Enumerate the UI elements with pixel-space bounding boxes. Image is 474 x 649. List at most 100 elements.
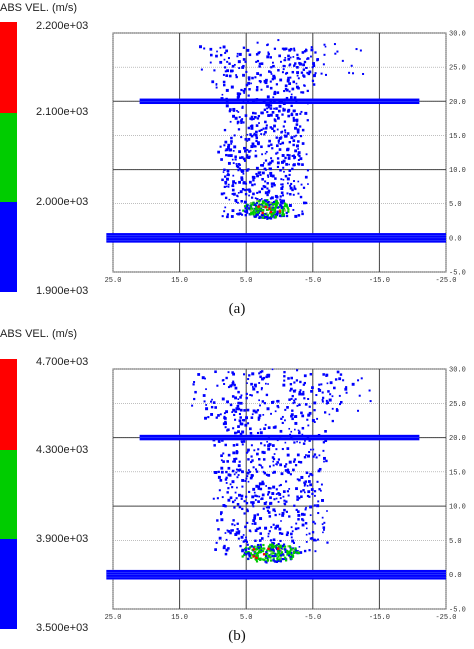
debris-particle: [322, 526, 326, 529]
debris-particle: [292, 118, 296, 122]
debris-particle: [335, 408, 338, 411]
high-speed-particle: [251, 554, 254, 557]
debris-particle: [261, 377, 264, 381]
debris-particle: [227, 183, 230, 186]
high-speed-particle: [260, 205, 263, 208]
debris-particle: [295, 118, 299, 122]
debris-particle: [237, 401, 241, 405]
debris-particle: [232, 380, 235, 383]
debris-particle: [267, 486, 271, 490]
debris-particle: [247, 458, 250, 461]
debris-particle: [302, 74, 305, 77]
debris-particle: [284, 408, 287, 411]
high-speed-particle: [264, 212, 267, 216]
debris-particle: [357, 379, 360, 382]
high-speed-particle: [267, 200, 270, 204]
debris-particle: [271, 61, 274, 64]
debris-particle: [302, 63, 305, 67]
high-speed-particle: [278, 554, 281, 557]
debris-particle: [279, 78, 283, 82]
debris-particle: [250, 118, 253, 121]
debris-particle: [265, 501, 268, 503]
debris-particle: [260, 164, 263, 167]
debris-particle: [234, 533, 238, 536]
debris-particle: [246, 48, 250, 52]
debris-particle: [286, 132, 290, 135]
debris-particle: [259, 73, 262, 77]
debris-particle: [235, 443, 239, 446]
debris-particle: [352, 72, 355, 75]
debris-particle: [256, 495, 259, 498]
high-speed-particle: [278, 205, 281, 209]
debris-particle: [238, 92, 241, 96]
high-speed-particle: [263, 201, 266, 204]
debris-particle: [246, 408, 250, 412]
debris-particle: [271, 444, 275, 447]
debris-particle: [312, 83, 316, 86]
debris-particle: [239, 544, 242, 548]
debris-particle: [290, 413, 294, 417]
debris-particle: [303, 483, 307, 486]
debris-particle: [269, 539, 273, 542]
debris-particle: [227, 57, 230, 60]
debris-particle: [294, 398, 297, 401]
debris-particle: [288, 154, 291, 157]
debris-particle: [292, 468, 295, 472]
colorbar: [0, 22, 17, 292]
debris-particle: [291, 530, 294, 533]
debris-particle: [248, 194, 250, 197]
debris-particle: [251, 76, 254, 80]
debris-particle: [207, 416, 210, 419]
debris-particle: [350, 64, 353, 67]
debris-particle: [333, 43, 336, 46]
debris-particle: [360, 377, 363, 380]
debris-particle: [227, 466, 231, 470]
debris-particle: [278, 493, 282, 496]
debris-particle: [219, 479, 223, 482]
colorbar-label: 3.500e+03: [36, 622, 89, 634]
debris-particle: [235, 451, 239, 455]
debris-particle: [231, 184, 234, 188]
high-speed-particle: [260, 203, 264, 206]
debris-particle: [280, 520, 282, 522]
debris-particle: [240, 178, 244, 181]
debris-particle: [226, 491, 229, 494]
debris-particle: [294, 415, 298, 418]
debris-particle: [309, 448, 312, 451]
high-speed-particle: [276, 206, 280, 209]
high-speed-particle: [256, 544, 260, 547]
debris-particle: [222, 80, 226, 84]
debris-particle: [296, 128, 300, 132]
debris-particle: [240, 394, 243, 397]
debris-particle: [301, 128, 305, 132]
debris-particle: [293, 135, 296, 138]
debris-particle: [282, 543, 286, 546]
debris-particle: [308, 532, 311, 535]
debris-particle: [258, 414, 262, 417]
debris-particle: [232, 174, 235, 177]
debris-particle: [265, 485, 267, 487]
debris-particle: [297, 460, 301, 464]
high-speed-particle: [241, 550, 244, 553]
debris-particle: [260, 145, 263, 149]
debris-particle: [303, 549, 307, 553]
debris-particle: [295, 82, 298, 85]
debris-particle: [285, 214, 289, 218]
debris-particle: [260, 442, 263, 445]
high-speed-particle: [253, 545, 256, 548]
debris-particle: [309, 373, 313, 376]
debris-particle: [286, 490, 289, 493]
high-speed-particle: [295, 551, 299, 554]
debris-particle: [313, 504, 316, 507]
debris-particle: [290, 414, 293, 418]
debris-particle: [294, 214, 298, 218]
high-speed-particle: [255, 206, 258, 209]
debris-particle: [225, 482, 228, 484]
high-speed-particle: [250, 202, 253, 205]
debris-particle: [263, 108, 267, 111]
debris-particle: [218, 536, 222, 540]
debris-particle: [260, 482, 263, 486]
high-speed-particle: [281, 557, 284, 561]
y-tick-label: 0.0: [449, 572, 462, 580]
high-speed-particle: [261, 211, 264, 215]
